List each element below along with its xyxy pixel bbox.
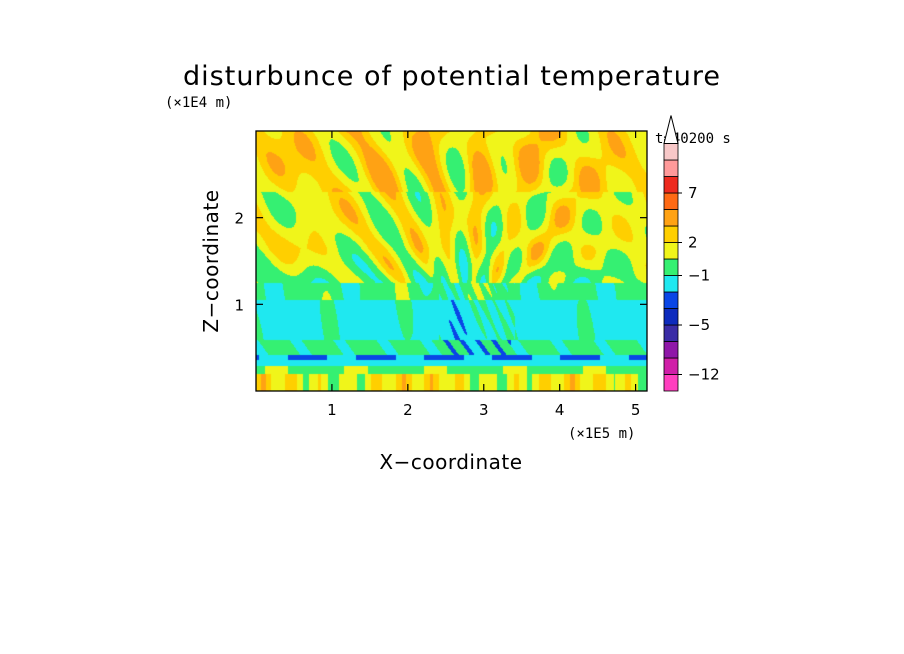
colorbar-bin (663, 308, 679, 326)
x-tick-label: 4 (555, 401, 565, 419)
plot-frame (255, 130, 648, 392)
y-axis: 12 (234, 210, 647, 314)
colorbar-bin (663, 357, 679, 375)
colorbar-label: 7 (688, 184, 698, 202)
y-axis-title: Z−coordinate (199, 189, 223, 332)
colorbar-extension-arrow (663, 115, 679, 144)
y-tick-label: 2 (234, 210, 244, 228)
colorbar-bin (663, 192, 679, 210)
colorbar-label: −12 (688, 366, 720, 384)
colorbar-label: −1 (688, 267, 710, 285)
colorbar-bin (663, 258, 679, 276)
x-unit-label: (×1E5 m) (568, 426, 635, 442)
colorbar-label: −5 (688, 316, 710, 334)
y-tick-label: 1 (234, 296, 244, 314)
colorbar: −12−5−127 (663, 115, 720, 392)
colorbar-bin (663, 225, 679, 243)
x-tick-label: 1 (327, 401, 337, 419)
x-tick-label: 2 (403, 401, 413, 419)
colorbar-label: 2 (688, 234, 698, 252)
colorbar-bin (663, 209, 679, 227)
contour-image (256, 131, 647, 391)
colorbar-bin (663, 341, 679, 359)
x-tick-label: 5 (631, 401, 641, 419)
colorbar-bin (663, 242, 679, 260)
colorbar-bin (663, 324, 679, 342)
colorbar-bin (663, 176, 679, 194)
x-axis: 1 2 3 4 5 (327, 131, 640, 419)
x-tick-label: 3 (479, 401, 489, 419)
colorbar-bin (663, 275, 679, 293)
colorbar-bin (663, 291, 679, 309)
contour-field (256, 131, 647, 391)
colorbar-bin (663, 143, 679, 161)
x-axis-title: X−coordinate (379, 450, 522, 474)
colorbar-bin (663, 374, 679, 392)
y-unit-label: (×1E4 m) (165, 95, 232, 111)
colorbar-bin (663, 159, 679, 177)
chart-title: disturbunce of potential temperature (183, 61, 721, 92)
